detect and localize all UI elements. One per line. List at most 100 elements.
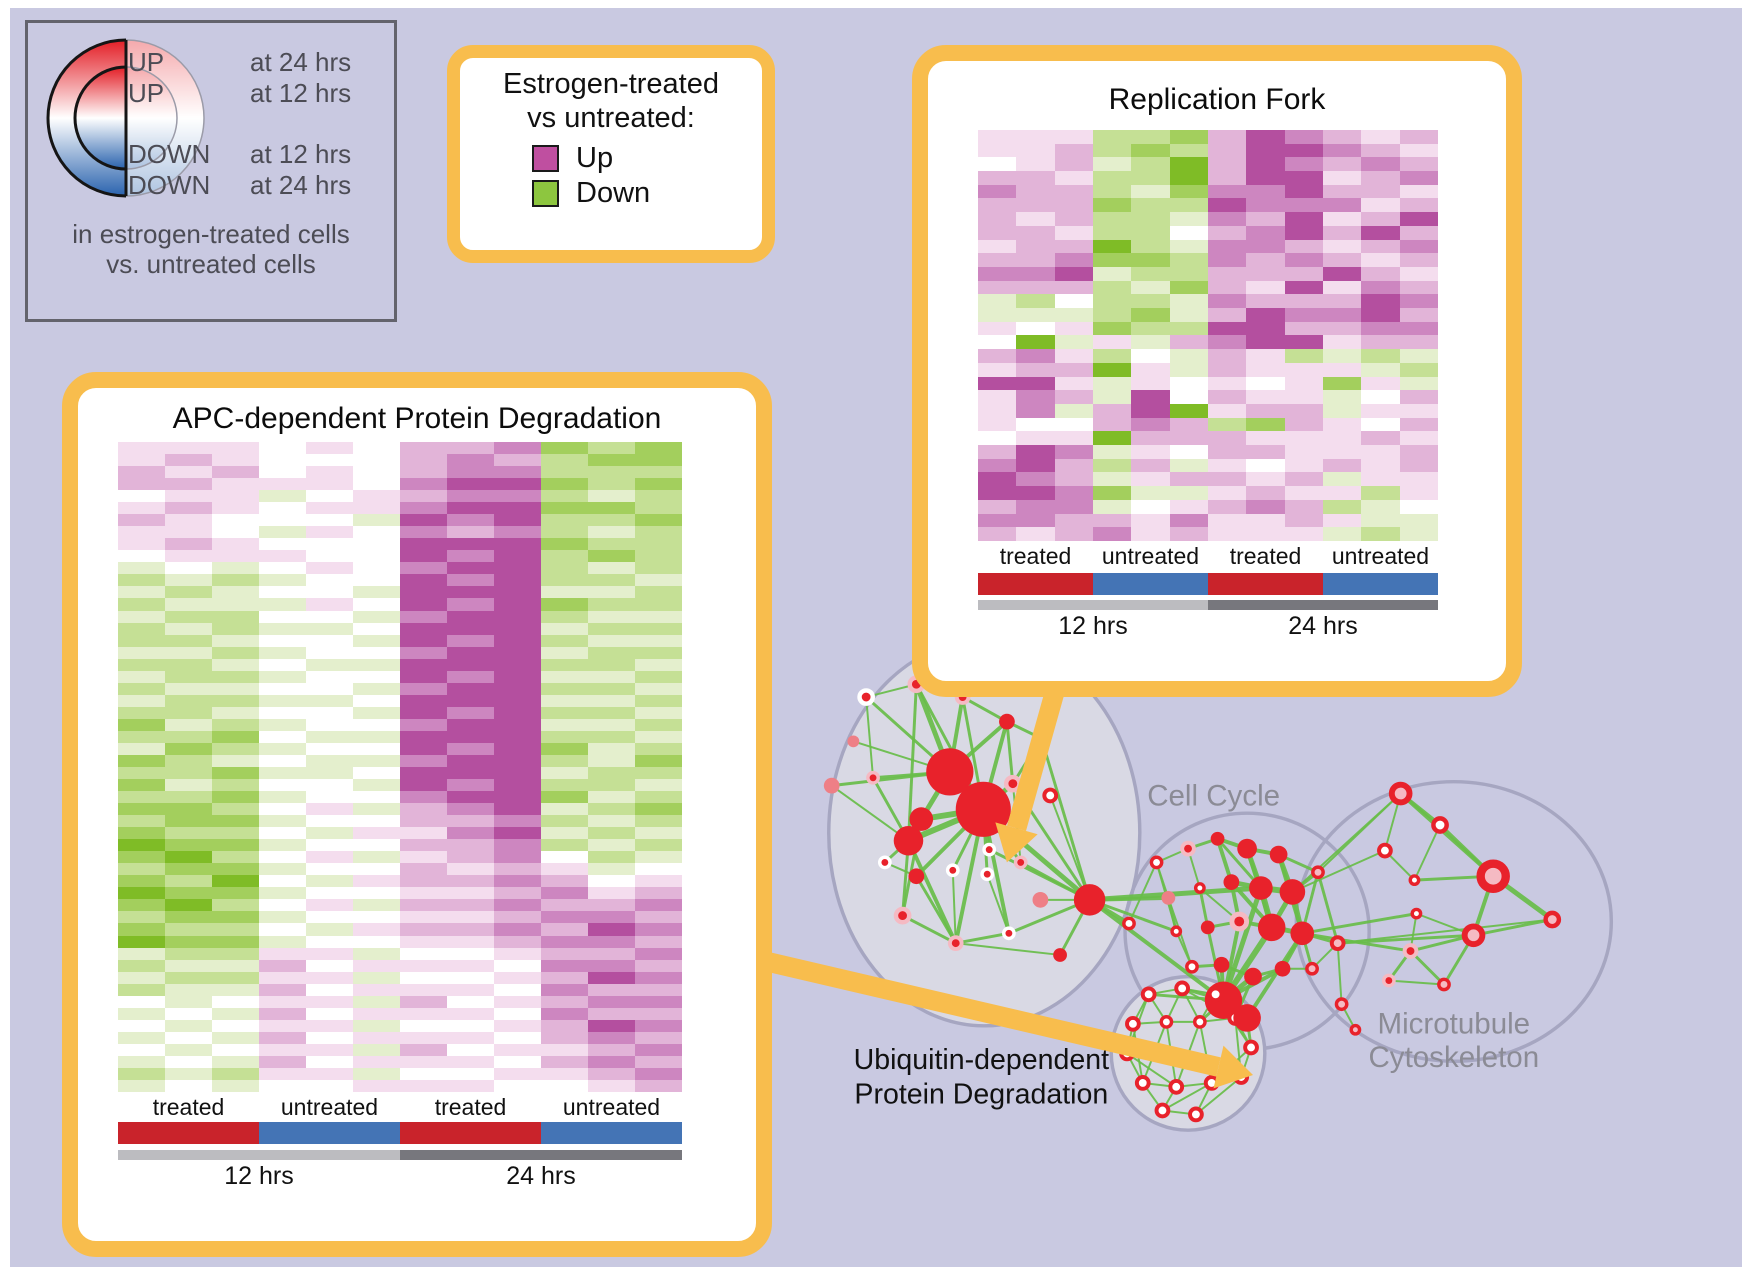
heatmap-cell [353, 634, 400, 647]
heatmap-cell [447, 959, 494, 972]
heatmap-cell [212, 598, 259, 611]
heatmap-cell [1054, 349, 1093, 363]
heatmap-cell [635, 682, 682, 695]
heatmap-cell [306, 995, 353, 1008]
heatmap-cell [541, 839, 588, 852]
heatmap-cell [1054, 431, 1093, 446]
heatmap-cell [1207, 349, 1247, 363]
network-edge [1291, 792, 1402, 893]
heatmap-cell [978, 130, 1017, 144]
heatmap-cell [353, 839, 400, 852]
heatmap-cell [400, 610, 447, 623]
heatmap-cell [1131, 527, 1170, 541]
heatmap-cell [1284, 184, 1323, 199]
heatmap-cell [494, 610, 541, 623]
heatmap-cell [1169, 294, 1208, 309]
heatmap-cell [212, 1031, 259, 1044]
heatmap-cell [1284, 143, 1323, 158]
heatmap-cell [165, 682, 212, 695]
heatmap-cell [978, 212, 1017, 226]
heatmap-cell [541, 490, 588, 503]
heatmap-cell [541, 442, 588, 455]
heatmap-cell [1246, 157, 1285, 172]
heatmap-cell [635, 1007, 682, 1020]
heatmap-cell [1016, 513, 1055, 528]
heatmap-cell [635, 1031, 682, 1044]
heatmap-cell [212, 1019, 259, 1032]
heatmap-cell [1054, 143, 1093, 158]
heatmap-cell [1016, 458, 1055, 473]
heatmap-cell [447, 754, 494, 767]
heatmap-cell [494, 622, 541, 635]
heatmap-cell [494, 1055, 541, 1068]
heatmap-cell [635, 694, 682, 707]
heatmap-cell [1361, 527, 1400, 541]
apc-time-labels: 12 hrs 24 hrs [118, 1162, 682, 1191]
heatmap-cell [1284, 403, 1323, 418]
heatmap-cell [306, 1007, 353, 1020]
network-node-red [1210, 831, 1225, 846]
heatmap-cell [1399, 321, 1438, 336]
time-label: 24 hrs [1288, 612, 1358, 640]
heatmap-cell [1207, 253, 1247, 267]
heatmap-cell [1054, 390, 1093, 404]
apc-time-bar [118, 1150, 682, 1160]
heatmap-cell [165, 839, 212, 852]
heatmap-cell [1016, 472, 1055, 487]
heatmap-cell [118, 1079, 165, 1092]
heatmap-cell [259, 742, 306, 755]
heatmap-cell [1092, 376, 1132, 391]
heatmap-cell [259, 815, 306, 828]
heatmap-cell [306, 706, 353, 719]
heatmap-cell [118, 454, 165, 467]
heatmap-cell [978, 171, 1017, 185]
heatmap-cell [635, 610, 682, 623]
heatmap-cell [541, 682, 588, 695]
heatmap-cell [1016, 130, 1055, 144]
heatmap-cell [306, 791, 353, 804]
heatmap-cell [1284, 130, 1323, 144]
heatmap-cell [447, 742, 494, 755]
heatmap-cell [635, 887, 682, 900]
network-edge [1039, 737, 1092, 901]
heatmap-cell [588, 502, 635, 515]
heatmap-cell [1361, 143, 1400, 158]
heatmap-cell [1322, 198, 1362, 213]
heatmap-cell [306, 538, 353, 551]
heatmap-cell [447, 526, 494, 539]
network-node-red [1279, 879, 1306, 905]
network-diagram: DNA MetabolismCell CycleMicrotubuleCytos… [735, 635, 1614, 1132]
heatmap-cell [259, 1019, 306, 1032]
heatmap-cell [1092, 184, 1132, 199]
heatmap-cell [118, 983, 165, 996]
heatmap-cell [212, 947, 259, 960]
heatmap-cell [588, 766, 635, 780]
heatmap-cell [635, 670, 682, 683]
heatmap-cell [1207, 499, 1247, 514]
heatmap-cell [1169, 225, 1208, 240]
network-node-wr [877, 855, 892, 870]
heatmap-cell [541, 947, 588, 960]
regulation-legend: UP at 24 hrs UP at 12 hrs DOWN at 12 hrs… [25, 20, 397, 322]
heatmap-cell [259, 610, 306, 623]
heatmap-cell [118, 923, 165, 936]
heatmap-cell [165, 598, 212, 611]
heatmap-cell [165, 1067, 212, 1080]
heatmap-cell [1016, 239, 1055, 254]
heatmap-cell [306, 1055, 353, 1068]
heatmap-cell [1054, 335, 1093, 350]
heatmap-cell [1016, 403, 1055, 418]
heatmap-cell [1246, 376, 1285, 391]
network-node-rw [1431, 816, 1449, 834]
heatmap-cell [494, 935, 541, 948]
heatmap-cell [353, 442, 400, 455]
heatmap-cell [353, 923, 400, 936]
heatmap-cell [1399, 184, 1438, 199]
heatmap-cell [400, 1031, 447, 1044]
heatmap-cell [447, 1067, 494, 1080]
heatmap-cell [978, 417, 1017, 432]
heatmap-cell [259, 766, 306, 780]
network-edge [906, 839, 958, 944]
network-node-pr [1402, 943, 1419, 959]
heatmap-cell [400, 526, 447, 539]
